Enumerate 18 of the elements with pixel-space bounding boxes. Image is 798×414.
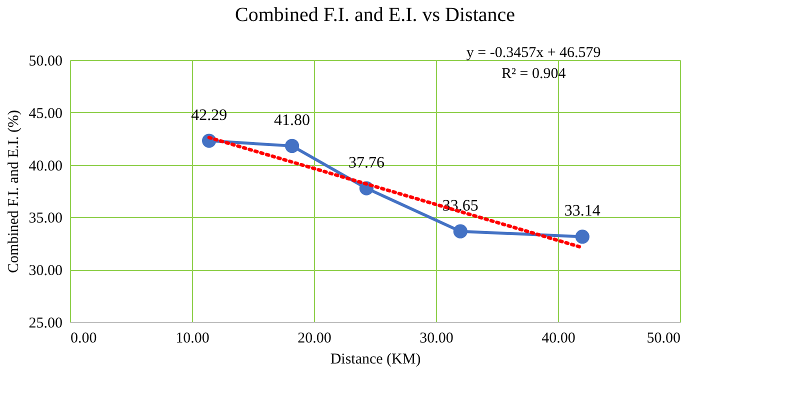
x-tick-label: 30.00 (420, 330, 454, 346)
y-tick-label: 40.00 (28, 158, 62, 174)
x-axis-title: Distance (KM) (330, 352, 421, 368)
data-label: 33.14 (564, 202, 600, 220)
y-tick-label: 25.00 (28, 316, 62, 332)
y-axis-title: Combined F.I. and E.I. (%) (6, 110, 22, 273)
x-tick-label: 10.00 (176, 330, 210, 346)
chart-title: Combined F.I. and E.I. vs Distance (234, 4, 516, 26)
y-tick-label: 30.00 (28, 263, 62, 280)
x-tick-label: 0.00 (70, 330, 97, 346)
data-label: 41.80 (274, 112, 310, 129)
y-tick-label: 50.00 (28, 54, 62, 70)
annotation: y = -0.3457x + 46.579 (466, 45, 601, 61)
x-tick-label: 50.00 (646, 330, 680, 346)
x-tick-label: 20.00 (298, 330, 332, 346)
x-tick-label: 40.00 (542, 330, 576, 346)
y-tick-label: 45.00 (28, 106, 62, 122)
y-tick-label: 35.00 (28, 210, 62, 227)
